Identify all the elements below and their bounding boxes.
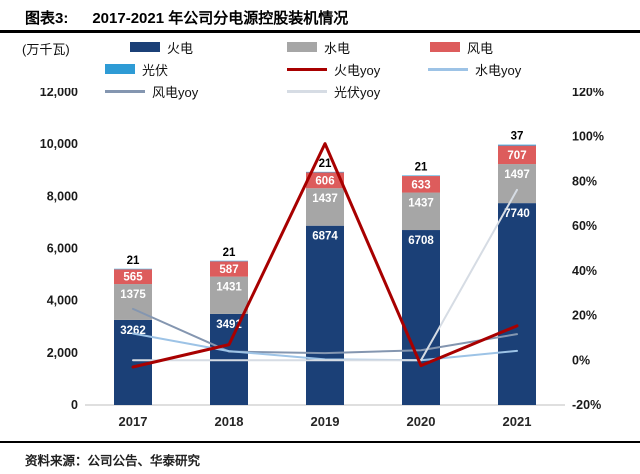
y-axis-left-tick-label: 12,000 [40,88,78,99]
legend-line-swatch [105,89,145,93]
footer-divider [0,441,640,443]
yoy-line [132,307,518,355]
bar-value-label: 21 [223,247,236,259]
legend-label: 光伏 [142,62,169,78]
bar-value-label: 7740 [504,208,530,220]
bar-value-label: 1437 [408,198,434,210]
bar-value-label: 633 [411,179,430,191]
chart-title: 2017-2021 年公司分电源控股装机情况 [92,10,349,27]
legend-line-swatch [287,89,327,93]
legend-item: 火电yoy [287,60,380,78]
y-axis-right-tick-label: 20% [572,309,597,323]
legend-label: 风电yoy [152,84,199,100]
bar-segment [498,145,536,165]
y-axis-left-tick-label: 2,000 [47,346,78,360]
legend-label: 水电 [324,40,351,56]
x-axis-label: 2019 [311,414,340,429]
bar-segment [402,230,440,405]
legend-label: 光伏yoy [334,84,381,100]
bar-value-label: 21 [319,158,332,170]
bar-segment [306,172,344,189]
y-axis-right-tick-label: 60% [572,219,597,233]
bar-value-label: 21 [415,161,428,173]
x-axis-label: 2020 [407,414,436,429]
bar-value-label: 6874 [312,231,338,243]
legend-item: 水电 [287,38,350,56]
y-axis-right-tick-label: -20% [572,398,601,412]
bar-value-label: 1437 [312,193,338,205]
bar-segment [402,175,440,177]
legend-bar-swatch [287,42,317,52]
chart-number-label: 图表3: [25,10,69,27]
legend-bar-swatch [430,42,460,52]
bar-segment [114,269,152,285]
bar-segment [306,171,344,173]
stacked-bar-line-chart: 0 2,000 4,000 6,000 8,000 10,000 12,000 -20% 0% 2… [40,88,604,429]
bar-value-label: 6708 [408,235,434,247]
bar-segment [306,225,344,405]
x-axis-label: 2021 [503,414,532,429]
bar-value-label: 606 [315,175,334,187]
bar-segment [210,260,248,262]
legend-item: 水电yoy [428,60,521,78]
y-axis-left-tick-label: 6,000 [47,242,78,256]
bar-value-label: 1497 [504,169,530,181]
legend-line-swatch [287,67,327,71]
legend-label: 水电yoy [475,62,522,78]
y-axis-right-tick-label: 0% [572,353,590,367]
y-axis-left-tick-label: 4,000 [47,294,78,308]
x-axis-label: 2018 [215,414,244,429]
chart-header: 图表3: 2017-2021 年公司分电源控股装机情况 [25,7,630,28]
bar-segment [210,276,248,314]
bar-segment [498,164,536,204]
legend-bar-swatch [130,42,160,52]
bar-value-label: 37 [511,131,524,143]
bar-value-label: 21 [127,255,140,267]
bar-value-label: 1375 [120,289,146,301]
y-axis-right-tick-label: 40% [572,264,597,278]
yoy-line [131,142,519,369]
y-axis-right-tick-label: 120% [572,88,604,99]
y-axis-right-tick-label: 100% [572,130,604,144]
source-note: 资料来源：公司公告、华泰研究 [25,454,201,468]
bar-value-label: 587 [219,264,238,276]
bar-segment [402,176,440,193]
chart-legend: 火电 水电 风电光伏 火电yoy 水电yoy 风电yoy 光伏yoy [0,36,640,100]
y-axis-left-tick-label: 0 [71,398,78,412]
bar-value-label: 565 [123,272,143,284]
bar-value-label: 1431 [216,282,242,294]
y-axis-right-tick-label: 80% [572,174,597,188]
legend-item: 风电yoy [105,82,198,100]
header-divider [0,30,640,33]
bar-segment [498,203,536,405]
legend-label: 火电yoy [334,62,381,78]
yoy-line [132,188,518,362]
legend-item: 风电 [430,38,493,56]
x-axis-label: 2017 [119,414,148,429]
legend-bar-swatch [105,64,135,74]
legend-item: 光伏yoy [287,82,380,100]
bar-segment [498,144,536,146]
bar-value-label: 707 [507,150,526,162]
legend-item: 光伏 [105,60,168,78]
axis-unit-label: (万千瓦) [22,42,70,57]
bar-segment [210,261,248,277]
bar-segment [402,192,440,231]
legend-label: 风电 [467,40,494,56]
y-axis-left-tick-label: 10,000 [40,137,78,151]
legend-label: 火电 [167,40,194,56]
legend-line-swatch [428,67,468,71]
legend-item: 火电 [130,38,193,56]
bar-segment [114,268,152,270]
bar-segment [306,188,344,226]
y-axis-left-tick-label: 8,000 [47,189,78,203]
